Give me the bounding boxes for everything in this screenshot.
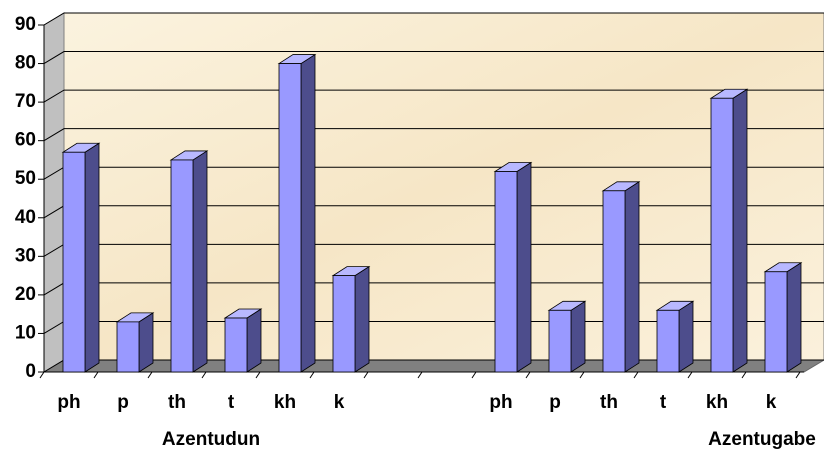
x-tick — [417, 371, 423, 379]
group-label: Azentudun — [162, 429, 260, 450]
x-tick-label: kh — [706, 392, 728, 413]
y-tick-label: 20 — [15, 284, 36, 305]
grid-line — [43, 89, 824, 103]
x-tick-label: t — [228, 392, 235, 413]
bar-side — [84, 142, 100, 373]
x-tick — [309, 371, 315, 379]
bar-side — [786, 262, 802, 373]
x-tick — [525, 371, 531, 379]
bar — [656, 309, 680, 373]
y-tick-label: 50 — [15, 168, 36, 189]
y-tick-label: 70 — [15, 91, 36, 112]
x-tick-label: t — [660, 392, 667, 413]
bar — [332, 275, 356, 373]
x-tick — [93, 371, 99, 379]
x-tick-label: p — [549, 392, 561, 413]
bar — [116, 321, 140, 373]
bar-side — [516, 161, 532, 373]
y-tick-label: 30 — [15, 245, 36, 266]
x-tick — [741, 371, 747, 379]
x-tick — [201, 371, 207, 379]
floor — [42, 359, 824, 373]
x-tick-label: ph — [489, 392, 512, 413]
x-tick-label: k — [766, 392, 777, 413]
y-tick-label: 60 — [15, 130, 36, 151]
bar-side — [246, 308, 262, 373]
side-wall — [43, 12, 65, 373]
y-tick-label: 40 — [15, 207, 36, 228]
bar-side — [732, 88, 748, 373]
bar — [170, 159, 194, 373]
x-tick — [147, 371, 153, 379]
bar-side — [570, 300, 586, 373]
bar — [710, 97, 734, 373]
bar — [548, 309, 572, 373]
bar — [278, 63, 302, 373]
bar — [602, 190, 626, 373]
group-label: Azentugabe — [708, 429, 816, 450]
x-tick-label: th — [600, 392, 618, 413]
x-tick — [579, 371, 585, 379]
y-tick-label: 90 — [15, 14, 36, 35]
bar-side — [354, 265, 370, 373]
bar-side — [138, 312, 154, 373]
x-tick-label: k — [334, 392, 345, 413]
y-tick-label: 10 — [15, 322, 36, 343]
bar-side — [678, 300, 694, 373]
bar-side — [624, 181, 640, 373]
y-tick-label: 80 — [15, 53, 36, 74]
x-tick — [363, 371, 369, 379]
x-tick-label: th — [168, 392, 186, 413]
x-tick — [687, 371, 693, 379]
x-tick — [471, 371, 477, 379]
grid-line — [43, 128, 824, 142]
bar-side — [192, 150, 208, 373]
x-tick — [255, 371, 261, 379]
bar — [494, 171, 518, 373]
x-tick — [633, 371, 639, 379]
y-tick-label: 0 — [25, 361, 36, 382]
bar-side — [300, 53, 316, 373]
bar — [62, 151, 86, 373]
x-tick — [39, 371, 45, 379]
x-tick-label: ph — [57, 392, 80, 413]
grid-line — [43, 51, 824, 64]
x-tick-label: kh — [274, 392, 296, 413]
x-tick-label: p — [117, 392, 129, 413]
bar — [764, 271, 788, 373]
x-tick — [795, 371, 801, 379]
grid-line — [43, 12, 824, 26]
bar — [224, 317, 248, 373]
